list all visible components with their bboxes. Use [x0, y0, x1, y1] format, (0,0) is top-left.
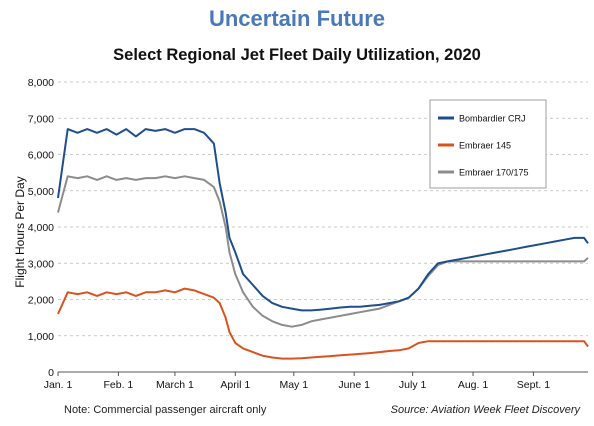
legend-label: Bombardier CRJ: [459, 114, 526, 124]
x-axis-ticks: Jan. 1 Feb. 1 March 1 April 1 May 1 June 1 Jul…: [44, 372, 550, 391]
y-tick-label: 2,000: [28, 295, 54, 307]
source-credit: Source: Aviation Week Fleet Discovery: [390, 404, 580, 416]
chart-title: Select Regional Jet Fleet Daily Utilizat…: [113, 46, 481, 64]
y-tick-label: 6,000: [28, 150, 54, 162]
y-tick-label: 4,000: [28, 222, 54, 234]
x-tick-label: March 1: [156, 379, 194, 391]
x-tick-label: Feb. 1: [104, 379, 134, 391]
y-tick-label: 1,000: [28, 331, 54, 343]
legend-label: Embraer 170/175: [459, 168, 529, 178]
x-tick-label: May 1: [279, 379, 308, 391]
x-tick-label: July 1: [399, 379, 427, 391]
y-tick-label: 5,000: [28, 186, 54, 198]
y-axis-ticks: 0 1,000 2,000 3,000 4,000 5,000 6,000 7,000 8,00…: [28, 77, 54, 379]
footnote: Note: Commercial passenger aircraft only: [64, 404, 267, 416]
legend-label: Embraer 145: [459, 141, 511, 151]
series-line-embraer-170-175: [57, 175, 589, 328]
x-tick-label: June 1: [338, 379, 370, 391]
series-lines: [57, 128, 589, 360]
y-axis-label: Flight Hours Per Day: [13, 176, 27, 287]
x-tick-label: Jan. 1: [44, 379, 73, 391]
y-tick-label: 7,000: [28, 113, 54, 125]
legend: Bombardier CRJ Embraer 145 Embraer 170/175: [429, 99, 547, 189]
series-line-bombardier-crj: [57, 128, 589, 312]
grid-lines: [58, 81, 588, 373]
x-tick-label: Sept. 1: [517, 379, 550, 391]
x-tick-label: April 1: [220, 379, 250, 391]
y-tick-label: 0: [48, 367, 54, 379]
y-tick-label: 8,000: [28, 77, 54, 89]
x-tick-label: Aug. 1: [458, 379, 489, 391]
y-tick-label: 3,000: [28, 258, 54, 270]
series-line-embraer-145: [57, 287, 589, 360]
headline: Uncertain Future: [208, 6, 386, 31]
